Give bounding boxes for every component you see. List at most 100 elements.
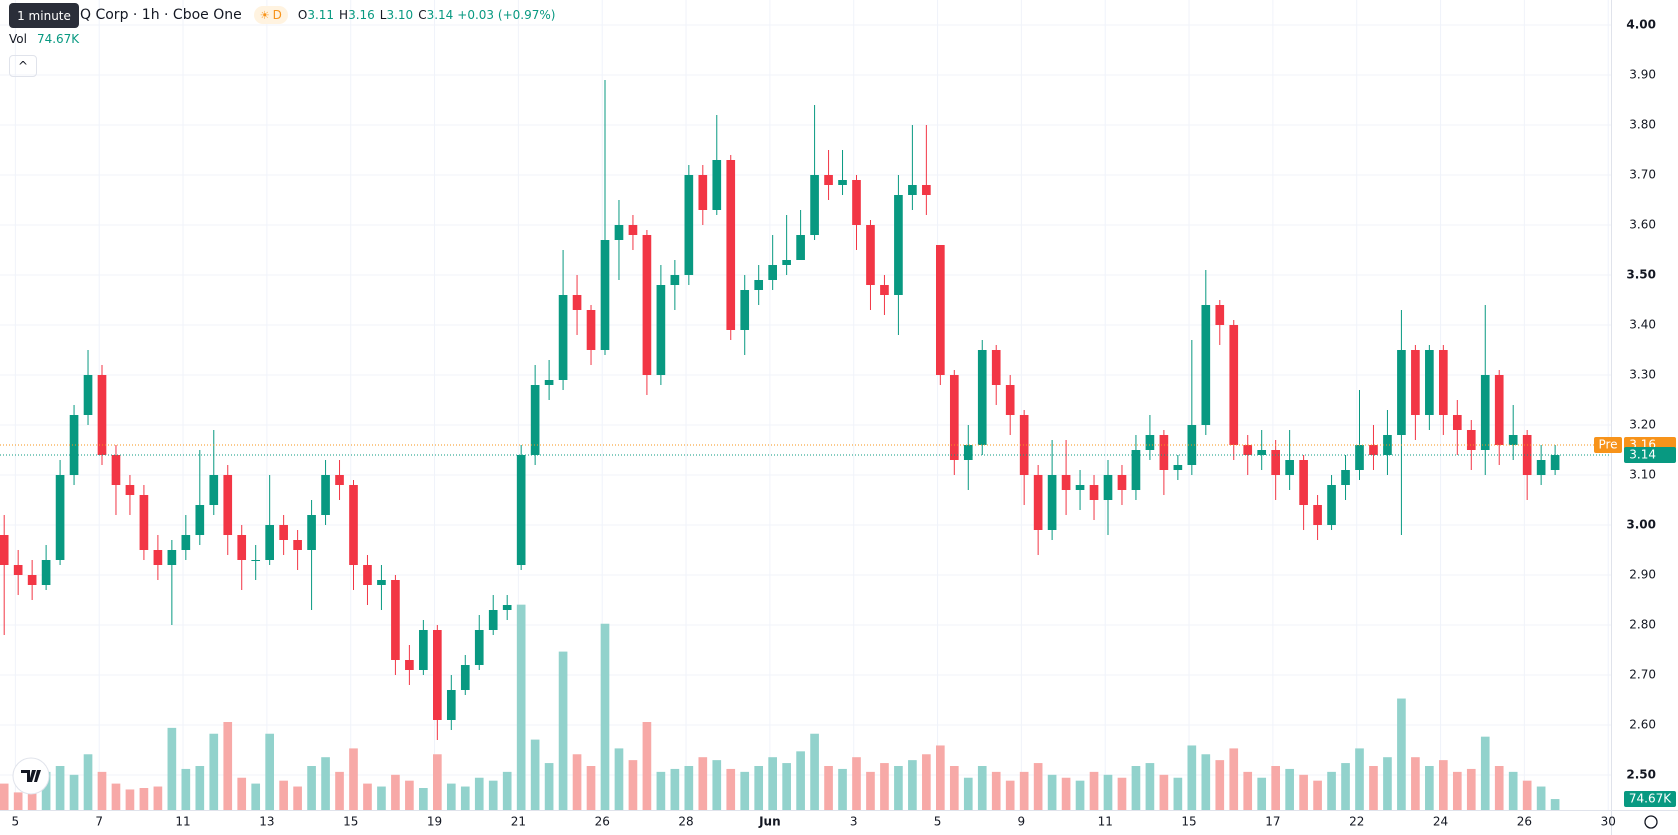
volume-bar — [1494, 766, 1504, 810]
candle-body — [726, 160, 736, 330]
ohlc-key: C — [418, 8, 427, 22]
volume-row: Vol 74.67K — [9, 32, 79, 46]
y-tick-label: 2.70 — [1629, 668, 1656, 682]
candle-body — [949, 375, 959, 460]
candle-body — [55, 475, 65, 560]
candle-body — [782, 260, 791, 265]
candle-body — [572, 295, 582, 310]
candle-body — [684, 175, 694, 275]
volume-bar — [1047, 774, 1057, 810]
volume-bar — [1285, 768, 1294, 810]
ohlc-key: H — [339, 8, 349, 22]
volume-bar — [111, 783, 121, 810]
volume-bar — [1187, 745, 1197, 810]
volume-bar — [614, 748, 624, 810]
candle-body — [810, 175, 819, 235]
logo-mark — [21, 770, 41, 782]
candle-body — [1089, 485, 1099, 500]
volume-bar — [1425, 766, 1434, 810]
x-tick-label: 24 — [1433, 815, 1448, 829]
candle-body — [1536, 460, 1546, 475]
ohlc-item: L3.10 — [380, 8, 413, 22]
volume-value: 74.67K — [36, 32, 80, 46]
settings-button[interactable] — [1644, 815, 1658, 829]
volume-bar — [1103, 774, 1113, 810]
volume-label: Vol — [9, 32, 27, 46]
last-price-tag — [1624, 447, 1676, 463]
volume-bar — [1383, 757, 1392, 810]
volume-bar — [83, 754, 93, 810]
volume-bar — [1257, 777, 1267, 810]
candle-body — [1285, 460, 1294, 475]
volume-bar — [1229, 748, 1239, 810]
candle-body — [586, 310, 596, 350]
x-tick-label: 9 — [1018, 815, 1026, 829]
volume-bar — [880, 763, 889, 810]
candle-body — [558, 295, 568, 380]
volume-bar — [684, 766, 694, 810]
candle-body — [251, 560, 261, 561]
volume-bar — [1019, 771, 1029, 810]
symbol-row: Q Corp · 1h · Cboe One ☀ D O3.11 H3.16 L3.1… — [80, 6, 555, 24]
candle-body — [1075, 485, 1085, 490]
candle-body — [1383, 435, 1392, 455]
candle-body — [1425, 350, 1434, 415]
pre-market-label: Pre — [1598, 438, 1617, 452]
candle-body — [460, 665, 470, 690]
volume-bar — [1508, 771, 1518, 810]
candles — [0, 80, 1560, 740]
ohlc-value: 3.16 — [348, 8, 375, 22]
volume-tag — [1624, 791, 1676, 808]
x-tick-label: 22 — [1349, 815, 1364, 829]
candle-body — [488, 610, 498, 630]
candle-body — [852, 180, 861, 225]
candle-body — [656, 285, 666, 375]
volume-bar — [391, 774, 400, 810]
candle-body — [544, 380, 554, 385]
volume-bar — [530, 739, 540, 810]
session-badge[interactable]: ☀ D — [253, 6, 288, 24]
x-tick-label: 26 — [1517, 815, 1532, 829]
candle-body — [1313, 505, 1322, 525]
candle-body — [1215, 305, 1225, 325]
candle-body — [293, 540, 302, 550]
volume-bar — [153, 786, 163, 810]
volume-bar — [460, 786, 470, 810]
volume-bar — [1355, 748, 1364, 810]
collapse-button[interactable]: ^ — [9, 55, 37, 77]
volume-bar — [1243, 771, 1253, 810]
volume-bar — [824, 766, 833, 810]
candle-body — [335, 475, 344, 485]
volume-bar — [642, 722, 652, 810]
volume-bar — [293, 786, 302, 810]
candle-body — [963, 445, 973, 460]
x-tick-label: 21 — [511, 815, 526, 829]
x-tick-label: 19 — [427, 815, 442, 829]
candle-body — [838, 180, 847, 185]
candle-body — [600, 240, 610, 350]
y-tick-label: 3.90 — [1629, 68, 1656, 82]
y-tick-label: 3.40 — [1629, 318, 1656, 332]
candle-body — [1243, 445, 1253, 455]
candle-body — [1033, 475, 1043, 530]
volume-bar — [1131, 766, 1141, 810]
symbol-title[interactable]: Q Corp · 1h · Cboe One — [80, 7, 242, 23]
y-tick-label: 2.60 — [1629, 718, 1656, 732]
candle-body — [628, 225, 638, 235]
ohlc-value: 3.10 — [386, 8, 414, 22]
volume-bar — [97, 771, 107, 810]
volume-bar — [894, 766, 903, 810]
volume-bar — [209, 733, 219, 810]
volume-bar — [69, 774, 79, 810]
volume-bar — [139, 788, 149, 810]
candle-body — [796, 235, 805, 260]
candle-body — [1550, 455, 1560, 470]
candle-body — [1005, 385, 1015, 415]
candle-body — [880, 285, 889, 295]
volume-bar — [55, 766, 65, 810]
grid — [0, 0, 1611, 810]
volume-bar — [502, 771, 512, 810]
volume-bar — [1215, 760, 1225, 810]
